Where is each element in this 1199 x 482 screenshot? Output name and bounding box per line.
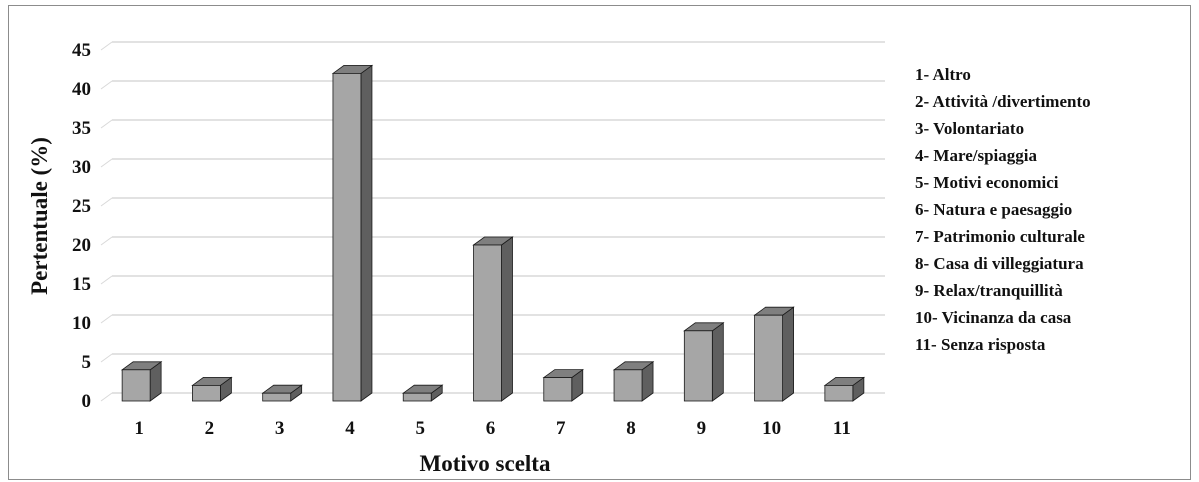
x-tick-label: 2 xyxy=(205,418,215,439)
bar xyxy=(120,361,163,402)
legend-entry: 1- Altro xyxy=(915,65,971,84)
x-tick-label: 9 xyxy=(697,418,707,439)
bar-front xyxy=(824,384,854,402)
chart-frame: 0 5 10 15 20 25 30 35 40 45 1 2 3 4 5 6 7 8 9 10 11 Pertent… xyxy=(8,5,1191,480)
bar xyxy=(331,64,374,402)
bar xyxy=(542,368,585,402)
x-axis-title: Motivo scelta xyxy=(420,451,551,476)
bar xyxy=(683,322,725,402)
gridline-depth xyxy=(100,353,113,363)
legend-entry: 3- Volontariato xyxy=(915,119,1024,138)
bar xyxy=(612,361,655,402)
gridline-depth xyxy=(100,275,113,285)
legend-entry: 7- Patrimonio culturale xyxy=(915,227,1085,246)
bar-front xyxy=(473,244,502,402)
y-tick-label: 20 xyxy=(72,235,91,256)
y-tick-label: 35 xyxy=(72,118,91,139)
gridline-depth xyxy=(100,314,113,324)
y-axis-title: Pertentuale (%) xyxy=(27,137,52,295)
legend-entry: 4- Mare/spiaggia xyxy=(915,146,1037,165)
bar-front xyxy=(402,392,432,402)
bar-side xyxy=(501,236,513,402)
y-axis-ticks: 0 5 10 15 20 25 30 35 40 45 xyxy=(72,40,91,412)
bar-front xyxy=(332,73,362,402)
x-tick-label: 4 xyxy=(345,418,355,439)
y-tick-label: 15 xyxy=(72,274,91,295)
gridline-depth xyxy=(100,41,113,51)
y-tick-label: 30 xyxy=(72,157,91,178)
x-tick-label: 11 xyxy=(833,418,851,439)
legend-entry: 8- Casa di villeggiatura xyxy=(915,254,1084,273)
x-tick-label: 1 xyxy=(134,418,144,439)
y-tick-label: 5 xyxy=(82,352,92,373)
bar-front xyxy=(613,369,643,402)
y-tick-label: 10 xyxy=(72,313,91,334)
legend-entry: 9- Relax/tranquillità xyxy=(915,281,1063,300)
bar xyxy=(753,306,795,402)
legend-entry: 5- Motivi economici xyxy=(915,173,1059,192)
y-tick-label: 25 xyxy=(72,196,91,217)
bar xyxy=(261,384,303,402)
bar-front xyxy=(121,369,151,402)
gridline-depth xyxy=(100,158,113,168)
bar xyxy=(472,236,514,402)
bar-front xyxy=(754,314,783,402)
bar xyxy=(191,376,233,402)
x-axis-ticks: 1 2 3 4 5 6 7 8 9 10 11 xyxy=(134,418,850,439)
bars xyxy=(120,64,866,402)
gridline-depth xyxy=(100,119,113,129)
bar-front xyxy=(192,384,221,402)
gridline-depth xyxy=(100,236,113,246)
x-tick-label: 5 xyxy=(415,418,425,439)
legend-entry: 2- Attività /divertimento xyxy=(915,92,1091,111)
bar xyxy=(401,384,444,402)
legend-entry: 6- Natura e paesaggio xyxy=(915,200,1072,219)
bar-front xyxy=(683,330,713,402)
x-tick-label: 10 xyxy=(762,418,781,439)
y-tick-label: 0 xyxy=(82,391,92,412)
bar-front xyxy=(543,377,573,402)
y-tick-label: 40 xyxy=(72,79,91,100)
legend-entry: 11- Senza risposta xyxy=(915,335,1046,354)
bar-front xyxy=(262,392,292,402)
legend-entry: 10- Vicinanza da casa xyxy=(915,308,1072,327)
x-tick-label: 3 xyxy=(275,418,285,439)
bar-side xyxy=(360,64,373,402)
x-tick-label: 6 xyxy=(486,418,496,439)
bar xyxy=(823,376,866,402)
x-tick-label: 7 xyxy=(556,418,566,439)
gridline-depth xyxy=(100,197,113,207)
y-tick-label: 45 xyxy=(72,40,91,61)
x-tick-label: 8 xyxy=(626,418,636,439)
gridline-depth xyxy=(100,392,113,402)
bar-side xyxy=(782,306,794,402)
gridline-depth xyxy=(100,80,113,90)
bar-side xyxy=(711,322,724,402)
legend: 1- Altro 2- Attività /divertimento 3- Volo… xyxy=(915,65,1091,354)
